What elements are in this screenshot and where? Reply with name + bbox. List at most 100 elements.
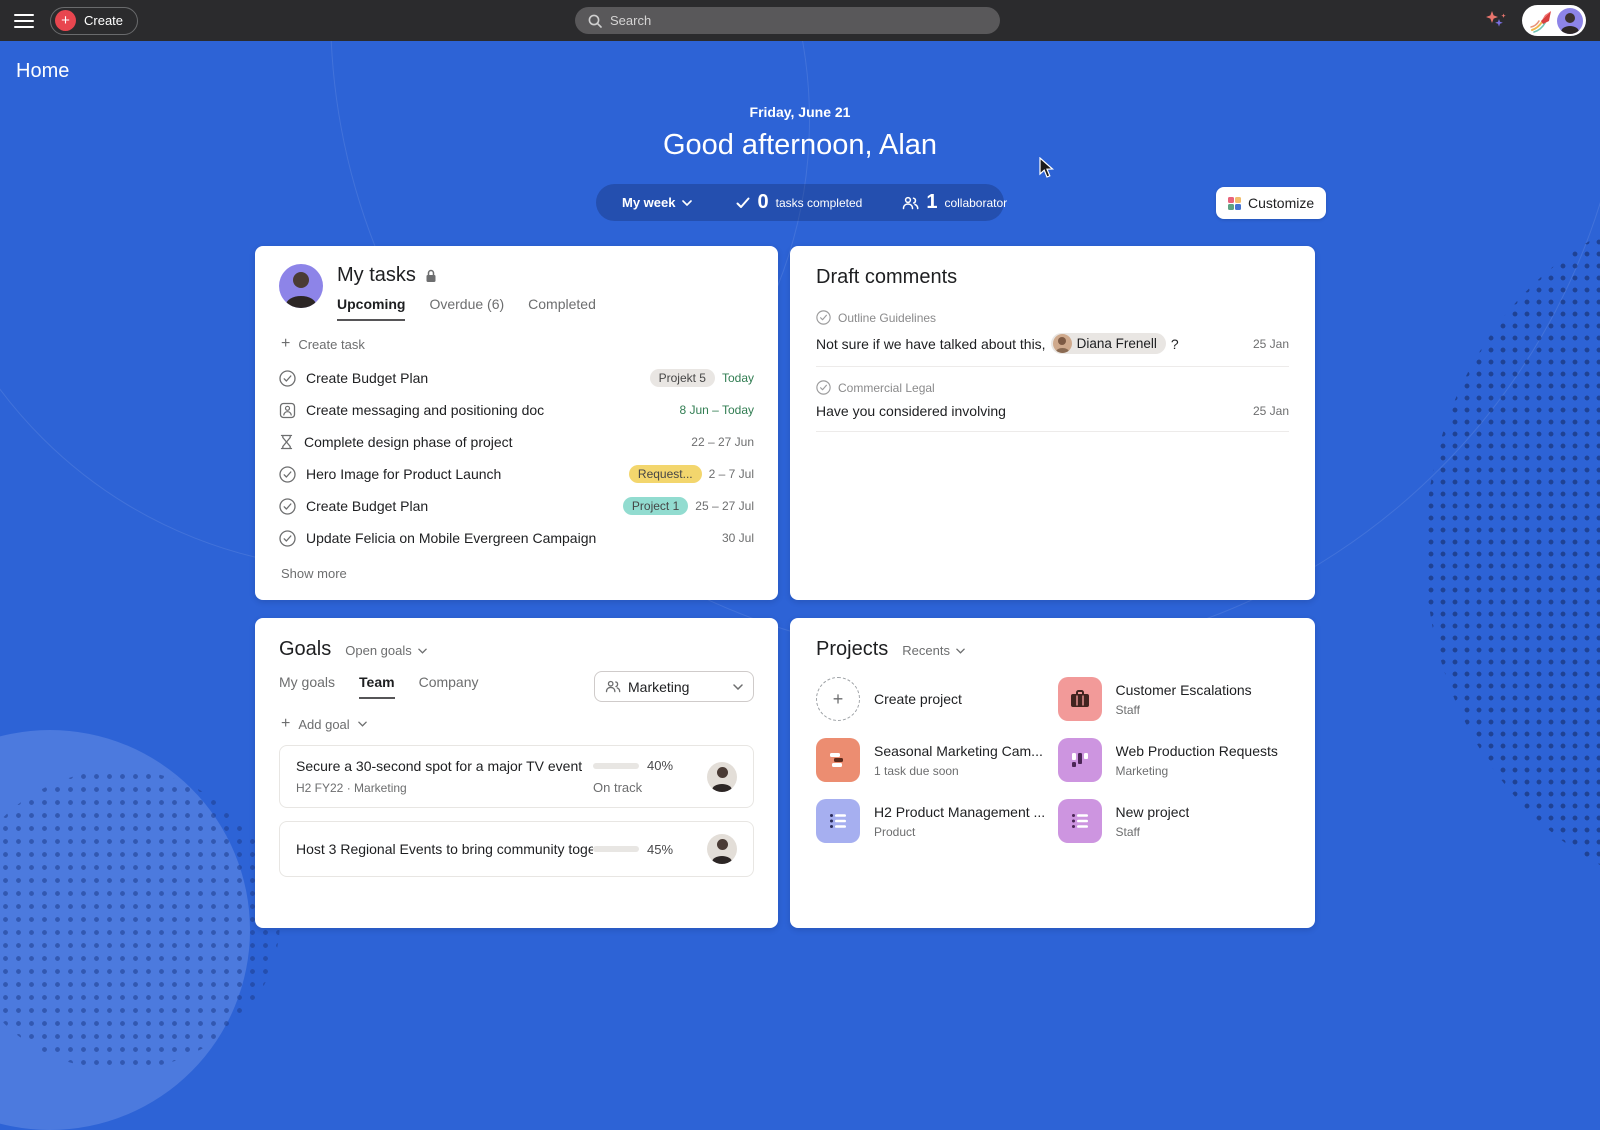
project-tile[interactable]: H2 Product Management ... Product — [816, 799, 1048, 843]
open-goals-dropdown[interactable]: Open goals — [345, 643, 427, 658]
create-project-button[interactable]: + Create project — [816, 677, 1048, 721]
home-hero: Friday, June 21 Good afternoon, Alan My … — [0, 41, 1600, 221]
profile-menu[interactable] — [1522, 5, 1586, 36]
check-circle-icon[interactable] — [279, 497, 296, 515]
project-subtitle: 1 task due soon — [874, 763, 959, 778]
project-subtitle: Staff — [1115, 702, 1140, 717]
task-row[interactable]: Hero Image for Product Launch Request...… — [279, 458, 754, 490]
project-tile[interactable]: Seasonal Marketing Cam... 1 task due soo… — [816, 738, 1048, 782]
customize-grid-icon — [1228, 196, 1241, 210]
search-input[interactable]: Search — [575, 7, 1000, 34]
draft-text: ? — [1170, 335, 1179, 352]
goal-title: Secure a 30-second spot for a major TV e… — [296, 758, 583, 774]
tab-team[interactable]: Team — [359, 674, 395, 699]
timeline-icon — [816, 738, 860, 782]
hourglass-icon — [279, 434, 294, 450]
task-row[interactable]: Create Budget Plan Project 1 25 – 27 Jul — [279, 490, 754, 522]
draft-comment-item[interactable]: Outline Guidelines Not sure if we have t… — [816, 297, 1289, 367]
ai-sparkle-icon[interactable] — [1482, 9, 1508, 33]
hero-date: Friday, June 21 — [749, 104, 851, 120]
goal-status: On track — [593, 780, 643, 795]
create-button[interactable]: + Create — [50, 6, 139, 35]
task-due-date: 25 – 27 Jul — [695, 499, 754, 513]
my-week-dropdown[interactable]: My week — [622, 195, 693, 210]
goal-owner-avatar[interactable] — [707, 761, 737, 792]
task-due-date: 22 – 27 Jun — [691, 435, 754, 449]
team-filter-select[interactable]: Marketing — [594, 671, 754, 702]
tab-completed[interactable]: Completed — [528, 296, 596, 312]
check-circle-icon — [816, 380, 831, 395]
project-tile[interactable]: Customer Escalations Staff — [1057, 677, 1290, 721]
check-circle-icon[interactable] — [279, 369, 296, 387]
draft-task-name: Commercial Legal — [838, 380, 935, 395]
goal-progress-bar — [593, 846, 639, 852]
task-due-date: Today — [721, 371, 754, 385]
mention-name: Diana Frenell — [1076, 336, 1157, 351]
tasks-completed-value: 0 — [757, 191, 769, 213]
project-subtitle: Marketing — [1115, 763, 1169, 778]
draft-text: Not sure if we have talked about this, — [816, 335, 1046, 352]
my-tasks-avatar[interactable] — [279, 264, 323, 308]
goals-widget: Goals Open goals My goals Team Company M… — [255, 618, 778, 928]
project-badge[interactable]: Project 1 — [622, 497, 689, 515]
draft-comment-item[interactable]: Commercial Legal Have you considered inv… — [816, 367, 1289, 432]
project-subtitle: Staff — [1115, 824, 1140, 839]
tab-upcoming[interactable]: Upcoming — [337, 296, 406, 321]
recents-dropdown[interactable]: Recents — [902, 643, 965, 658]
hero-greeting: Good afternoon, Alan — [662, 129, 938, 161]
my-tasks-title: My tasks — [337, 264, 416, 286]
project-tile[interactable]: Web Production Requests Marketing — [1057, 738, 1290, 782]
tab-company[interactable]: Company — [418, 674, 479, 690]
mention-chip[interactable]: Diana Frenell — [1050, 333, 1166, 354]
halftone-dots-decoration — [0, 770, 280, 1070]
check-circle-icon[interactable] — [279, 465, 296, 483]
create-task-button[interactable]: + Create task — [281, 335, 365, 352]
create-button-label: Create — [84, 13, 124, 28]
task-due-date: 2 – 7 Jul — [708, 467, 754, 481]
board-icon — [1057, 738, 1102, 782]
people-icon — [902, 196, 919, 210]
goal-row[interactable]: Host 3 Regional Events to bring communit… — [279, 821, 754, 877]
goals-title: Goals — [279, 638, 332, 660]
chevron-down-icon — [956, 648, 965, 654]
user-avatar[interactable] — [1557, 7, 1583, 34]
rocket-illustration-icon — [1528, 8, 1554, 34]
search-icon — [588, 14, 602, 28]
my-tasks-tabs: Upcoming Overdue (6) Completed — [337, 296, 596, 321]
collaborators-stat: 1 collaborator — [902, 191, 1007, 214]
list-icon — [816, 799, 860, 843]
show-more-link[interactable]: Show more — [281, 566, 347, 581]
chevron-down-icon — [733, 683, 743, 690]
briefcase-icon — [1057, 677, 1102, 721]
goal-owner-avatar[interactable] — [707, 834, 737, 864]
tasks-completed-label: tasks completed — [775, 195, 863, 210]
page-title: Home — [16, 60, 70, 82]
collaborators-value: 1 — [926, 191, 938, 213]
task-row[interactable]: Create Budget Plan Projekt 5 Today — [279, 362, 754, 394]
mention-avatar — [1052, 334, 1072, 353]
task-row[interactable]: Complete design phase of project 22 – 27… — [279, 426, 754, 458]
tab-my-goals[interactable]: My goals — [279, 674, 336, 690]
plus-icon: + — [281, 715, 291, 732]
check-circle-icon[interactable] — [279, 529, 296, 547]
task-row[interactable]: Create messaging and positioning doc 8 J… — [279, 394, 754, 426]
draft-date: 25 Jan — [1252, 336, 1289, 351]
plus-icon: + — [55, 10, 76, 31]
add-goal-button[interactable]: + Add goal — [279, 716, 754, 732]
customize-button[interactable]: Customize — [1216, 187, 1327, 219]
project-title: Web Production Requests — [1115, 742, 1278, 759]
project-badge[interactable]: Request... — [628, 465, 702, 483]
stats-pill: My week 0 tasks completed 1 collaborator — [596, 184, 1007, 221]
task-row[interactable]: Update Felicia on Mobile Evergreen Campa… — [279, 522, 754, 554]
task-list: Create Budget Plan Projekt 5 Today Creat… — [279, 362, 754, 554]
approval-icon — [279, 402, 296, 419]
hamburger-menu-icon[interactable] — [14, 13, 34, 28]
project-tile[interactable]: New project Staff — [1057, 799, 1290, 843]
mouse-cursor — [1039, 157, 1056, 179]
chevron-down-icon — [417, 648, 427, 654]
corner-circle-decoration — [0, 730, 250, 1130]
project-badge[interactable]: Projekt 5 — [649, 369, 715, 387]
draft-comments-title: Draft comments — [816, 266, 958, 288]
tab-overdue[interactable]: Overdue (6) — [429, 296, 505, 312]
goal-row[interactable]: Secure a 30-second spot for a major TV e… — [279, 745, 754, 808]
